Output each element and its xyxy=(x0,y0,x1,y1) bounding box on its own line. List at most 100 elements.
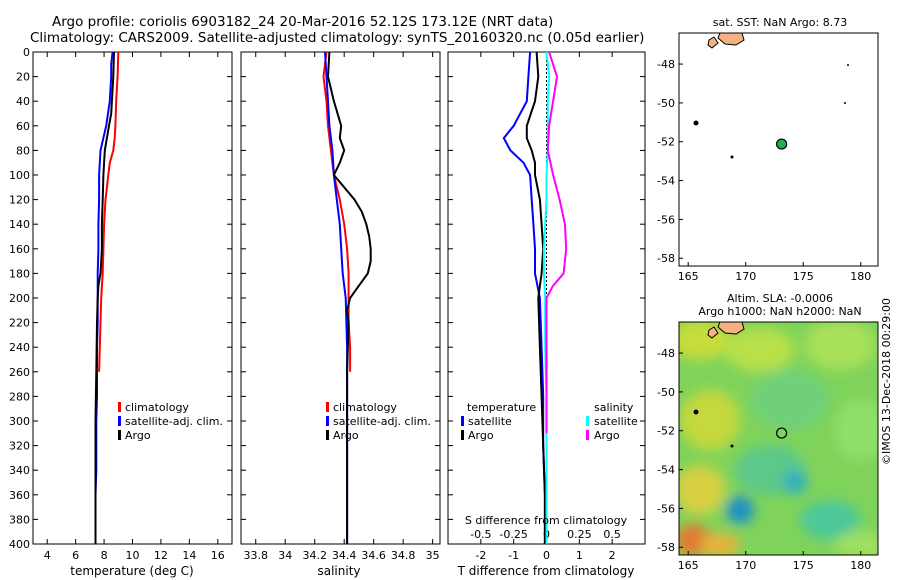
argo-float-marker xyxy=(776,427,788,439)
legend-swatch-argo xyxy=(118,430,121,440)
x-tick-label: 16 xyxy=(211,549,225,562)
sla-map-title2: Argo h1000: NaN h2000: NaN xyxy=(698,305,861,318)
s-tick-label: -0.25 xyxy=(499,528,527,541)
map-y-tick-label: -50 xyxy=(657,97,675,110)
legend-swatch-t-satellite xyxy=(461,416,464,426)
depth-tick-label: 380 xyxy=(9,513,30,526)
header-line1: Argo profile: coriolis 6903182_24 20-Mar… xyxy=(52,14,553,30)
series-line-climatology xyxy=(98,51,120,372)
x-tick-label: 12 xyxy=(154,549,168,562)
x-tick-label: 33.8 xyxy=(243,549,268,562)
s-tick-label: 0.25 xyxy=(567,528,592,541)
land-island-small xyxy=(707,36,719,49)
s-tick-label: -0.5 xyxy=(470,528,491,541)
depth-tick-label: 80 xyxy=(16,144,30,157)
x-tick-label: 8 xyxy=(101,549,108,562)
x-tick-label: 2 xyxy=(609,549,616,562)
x-tick-label: 0 xyxy=(543,549,550,562)
depth-tick-label: 220 xyxy=(9,317,30,330)
difference-xlabel-s: S difference from climatology xyxy=(465,514,628,527)
depth-tick-label: 0 xyxy=(23,46,30,59)
map-x-tick-label: 180 xyxy=(850,270,871,283)
x-tick-label: 34 xyxy=(278,549,292,562)
map-x-tick-label: 165 xyxy=(678,559,699,572)
land-island-small xyxy=(707,326,719,339)
legend-title-temperature: temperature xyxy=(467,401,536,414)
land-dot xyxy=(844,102,846,104)
sla-blob xyxy=(726,496,754,524)
depth-tick-label: 340 xyxy=(9,464,30,477)
land-auckland-islands xyxy=(717,322,745,335)
map-x-tick-label: 175 xyxy=(793,559,814,572)
difference-panel: -2 -1 0 1 2-0.5 -0.25 0 0.25 0.5 T difference fr… xyxy=(447,51,646,578)
legend-swatch-s-argo xyxy=(586,430,589,440)
depth-tick-label: 300 xyxy=(9,415,30,428)
map-y-tick-label: -54 xyxy=(657,175,675,188)
series-line-t-satellite xyxy=(502,51,546,544)
depth-tick-label: 140 xyxy=(9,218,30,231)
x-tick-label: 14 xyxy=(182,549,196,562)
temperature-legend-climatology: climatology xyxy=(125,401,189,414)
temperature-legend-argo: Argo xyxy=(125,429,151,442)
sst-map-frame xyxy=(678,32,879,267)
map-x-tick-label: 180 xyxy=(850,559,871,572)
s-tick-label: 0.5 xyxy=(603,528,621,541)
sla-blob xyxy=(679,465,725,515)
sla-blob xyxy=(700,533,740,555)
x-tick-label: 34.8 xyxy=(391,549,416,562)
depth-tick-label: 240 xyxy=(9,341,30,354)
depth-tick-label: 180 xyxy=(9,267,30,280)
difference-xlabel-t: T difference from climatology xyxy=(457,564,635,578)
sla-blob xyxy=(835,531,878,555)
series-line-s-argo xyxy=(545,51,568,434)
legend-t-satellite: satellite xyxy=(468,415,512,428)
sla-blob xyxy=(835,400,878,460)
sla-blob xyxy=(750,370,830,430)
difference-legend: temperature satellite Argo salinity sate… xyxy=(461,401,638,442)
map-y-tick-label: -52 xyxy=(657,136,675,149)
sla-blob xyxy=(800,500,860,540)
land-dot xyxy=(847,64,849,66)
legend-swatch-satellite xyxy=(326,416,329,426)
x-tick-label: 4 xyxy=(44,549,51,562)
depth-tick-label: 360 xyxy=(9,489,30,502)
temperature-plot-frame xyxy=(32,51,233,545)
header-line2: Climatology: CARS2009. Satellite-adjuste… xyxy=(30,30,644,46)
salinity-panel: 33.8 34 34.2 34.4 34.6 34.8 35 salinity climat… xyxy=(240,51,441,578)
salinity-xlabel: salinity xyxy=(317,564,360,578)
map-y-tick-label: -56 xyxy=(657,213,675,226)
land-auckland-islands xyxy=(717,32,745,46)
legend-swatch-satellite xyxy=(118,416,121,426)
sla-heatmap xyxy=(679,322,878,555)
depth-tick-label: 260 xyxy=(9,366,30,379)
x-tick-label: -2 xyxy=(475,549,486,562)
salinity-legend-climatology: climatology xyxy=(333,401,397,414)
salinity-legend-argo: Argo xyxy=(333,429,359,442)
map-x-tick-label: 165 xyxy=(678,270,699,283)
map-y-tick-label: -50 xyxy=(657,386,675,399)
map-y-tick-label: -58 xyxy=(657,541,675,554)
legend-title-salinity: salinity xyxy=(594,401,634,414)
x-tick-label: 6 xyxy=(72,549,79,562)
legend-s-satellite: satellite xyxy=(594,415,638,428)
legend-swatch-climatology xyxy=(118,402,121,412)
sla-map-frame xyxy=(678,321,879,556)
argo-float-marker xyxy=(776,138,788,150)
legend-swatch-argo xyxy=(326,430,329,440)
map-y-tick-label: -56 xyxy=(657,502,675,515)
salinity-legend-satellite: satellite-adj. clim. xyxy=(333,415,431,428)
depth-tick-label: 400 xyxy=(9,538,30,551)
sst-map-land xyxy=(693,32,849,159)
depth-tick-label: 280 xyxy=(9,390,30,403)
temperature-xlabel: temperature (deg C) xyxy=(70,564,193,578)
x-tick-label: 34.6 xyxy=(361,549,386,562)
series-line-argo xyxy=(94,51,115,544)
depth-tick-label: 320 xyxy=(9,440,30,453)
x-tick-label: 34.2 xyxy=(302,549,327,562)
land-dot xyxy=(730,155,734,159)
depth-tick-label: 60 xyxy=(16,120,30,133)
x-tick-label: -1 xyxy=(508,549,519,562)
sst-map-title: sat. SST: NaN Argo: 8.73 xyxy=(713,16,847,29)
x-tick-label: 35 xyxy=(426,549,440,562)
